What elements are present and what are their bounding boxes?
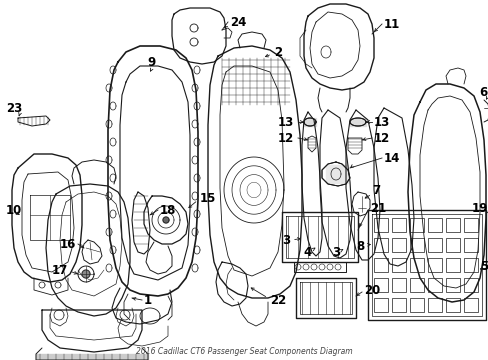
Bar <box>409 218 423 232</box>
Polygon shape <box>163 217 169 223</box>
Bar <box>391 258 405 272</box>
Bar <box>373 298 387 312</box>
Text: 24: 24 <box>229 15 245 28</box>
Text: 7: 7 <box>371 184 379 197</box>
Text: 10: 10 <box>6 203 22 216</box>
Text: 13: 13 <box>277 116 293 129</box>
Bar <box>427 218 441 232</box>
Text: 2016 Cadillac CT6 Passenger Seat Components Diagram: 2016 Cadillac CT6 Passenger Seat Compone… <box>135 347 351 356</box>
Polygon shape <box>349 118 365 126</box>
Text: 18: 18 <box>160 203 176 216</box>
Bar <box>445 298 459 312</box>
Text: 14: 14 <box>383 152 400 165</box>
Bar <box>409 238 423 252</box>
Text: 19: 19 <box>470 202 487 215</box>
Text: 17: 17 <box>52 264 68 276</box>
Bar <box>445 238 459 252</box>
Bar <box>463 258 477 272</box>
Bar <box>463 278 477 292</box>
Text: 3: 3 <box>331 246 339 258</box>
Bar <box>427 238 441 252</box>
Text: 12: 12 <box>277 131 293 144</box>
Bar <box>445 278 459 292</box>
Polygon shape <box>36 354 148 360</box>
Text: 20: 20 <box>363 284 380 297</box>
Text: 4: 4 <box>303 246 311 258</box>
Text: 22: 22 <box>269 293 285 306</box>
Text: 3: 3 <box>282 234 289 247</box>
Text: 23: 23 <box>6 102 22 114</box>
Bar <box>391 238 405 252</box>
Bar <box>427 298 441 312</box>
Bar <box>373 278 387 292</box>
Bar <box>409 298 423 312</box>
Text: 5: 5 <box>479 260 487 273</box>
Text: 16: 16 <box>60 238 76 251</box>
Text: 8: 8 <box>355 239 364 252</box>
Bar <box>445 218 459 232</box>
Text: 11: 11 <box>383 18 400 31</box>
Bar <box>391 278 405 292</box>
Text: 21: 21 <box>369 202 386 215</box>
Bar <box>391 298 405 312</box>
Polygon shape <box>325 165 347 183</box>
Bar <box>463 218 477 232</box>
Bar <box>427 258 441 272</box>
Bar <box>427 278 441 292</box>
Text: 15: 15 <box>200 192 216 204</box>
Text: 2: 2 <box>273 45 282 59</box>
Bar <box>463 298 477 312</box>
Bar <box>409 278 423 292</box>
Text: 9: 9 <box>147 55 156 68</box>
Text: 12: 12 <box>373 131 389 144</box>
Polygon shape <box>304 118 315 126</box>
Bar <box>373 238 387 252</box>
Text: 6: 6 <box>479 86 487 99</box>
Text: 13: 13 <box>373 116 389 129</box>
Bar <box>391 218 405 232</box>
Bar <box>445 258 459 272</box>
Bar <box>373 258 387 272</box>
Polygon shape <box>82 270 90 278</box>
Text: 1: 1 <box>143 293 152 306</box>
Bar <box>373 218 387 232</box>
Bar <box>463 238 477 252</box>
Bar <box>409 258 423 272</box>
